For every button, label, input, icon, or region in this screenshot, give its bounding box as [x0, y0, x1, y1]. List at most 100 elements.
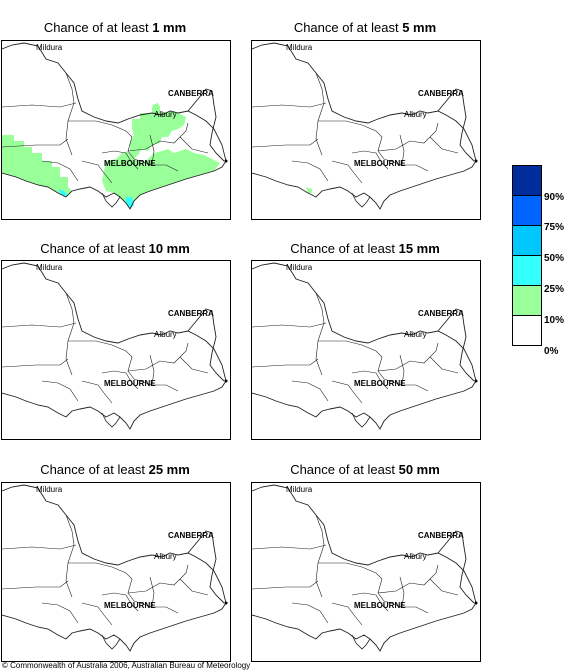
panel-title-50mm: Chance of at least 50 mm: [290, 462, 440, 477]
rain-probability-area: [130, 107, 186, 159]
rain-probability-area: [152, 103, 160, 109]
district-boundary: [149, 134, 155, 166]
district-boundary: [133, 158, 179, 172]
district-boundary: [429, 136, 459, 154]
rain-probability-area: [2, 135, 72, 197]
district-boundary: [41, 602, 79, 624]
district-boundary: [127, 122, 189, 152]
legend-label-50: 50%: [544, 253, 565, 264]
district-boundary: [2, 102, 77, 108]
legend-swatch-90: [512, 165, 542, 195]
map-5mm: Mildura CANBERRA Albury MELBOURNE: [251, 40, 481, 220]
map-1mm: Mildura CANBERRA Albury MELBOURNE: [1, 40, 231, 220]
gabo-island-marker: [224, 159, 228, 163]
legend-label-0: 0%: [544, 346, 559, 357]
city-label-melbourne: MELBOURNE: [354, 159, 406, 168]
district-boundary: [383, 600, 429, 614]
city-label-albury: Albury: [404, 110, 427, 119]
city-label-melbourne: MELBOURNE: [104, 159, 156, 168]
nsw-coast: [437, 308, 475, 382]
district-boundary: [2, 544, 77, 550]
port-phillip-bay: [351, 192, 371, 208]
district-boundary: [351, 370, 389, 390]
city-label-albury: Albury: [404, 552, 427, 561]
district-boundary: [291, 380, 329, 402]
district-boundary: [383, 378, 429, 392]
legend-swatch-75: [512, 195, 542, 225]
city-label-mildura: Mildura: [286, 263, 313, 272]
nsw-coast: [437, 530, 475, 604]
district-boundary: [133, 600, 179, 614]
district-boundary: [252, 322, 327, 328]
legend-label-25: 25%: [544, 284, 565, 295]
legend-swatch-25: [512, 255, 542, 285]
city-label-canberra: CANBERRA: [168, 531, 214, 540]
gabo-island-marker: [474, 379, 478, 383]
legend-label-10: 10%: [544, 315, 565, 326]
district-boundary: [2, 138, 69, 148]
district-boundary: [68, 340, 135, 380]
panel-title-25mm: Chance of at least 25 mm: [40, 462, 190, 477]
legend-label-75: 75%: [544, 222, 565, 233]
district-boundary: [429, 356, 459, 374]
map-50mm: Mildura CANBERRA Albury MELBOURNE: [251, 482, 481, 662]
district-boundary: [291, 602, 329, 624]
probability-legend: [512, 165, 542, 346]
gabo-island-marker: [474, 601, 478, 605]
rain-probability-area: [102, 149, 220, 209]
legend-swatch-0: [512, 315, 542, 346]
district-boundary: [2, 322, 77, 328]
city-label-albury: Albury: [404, 330, 427, 339]
map-25mm: Mildura CANBERRA Albury MELBOURNE: [1, 482, 231, 662]
nsw-coast: [437, 88, 475, 162]
district-boundary: [101, 592, 139, 612]
city-label-melbourne: MELBOURNE: [354, 601, 406, 610]
district-boundary: [179, 356, 209, 374]
district-boundary: [318, 562, 385, 602]
district-boundary: [101, 370, 139, 390]
nsw-coast: [187, 530, 225, 604]
district-boundary: [68, 562, 135, 602]
rain-probability-area: [58, 189, 68, 197]
district-boundary: [179, 578, 209, 596]
nsw-coast: [187, 88, 225, 162]
legend-swatch-10: [512, 285, 542, 315]
district-boundary: [65, 514, 75, 598]
district-boundary: [127, 342, 189, 372]
state-border: [2, 262, 227, 430]
port-phillip-bay: [351, 412, 371, 428]
map-10mm: Mildura CANBERRA Albury MELBOURNE: [1, 260, 231, 440]
district-boundary: [81, 160, 113, 184]
district-boundary: [41, 160, 79, 182]
city-label-mildura: Mildura: [36, 43, 63, 52]
district-boundary: [252, 358, 319, 368]
map-15mm: Mildura CANBERRA Albury MELBOURNE: [251, 260, 481, 440]
city-label-albury: Albury: [154, 330, 177, 339]
state-border: [2, 42, 227, 210]
city-label-canberra: CANBERRA: [418, 309, 464, 318]
district-boundary: [399, 134, 405, 166]
district-boundary: [318, 120, 385, 160]
state-border: [252, 484, 477, 652]
rain-probability-area: [306, 187, 312, 193]
legend-swatch-50: [512, 225, 542, 255]
district-boundary: [127, 564, 189, 594]
panel-title-5mm: Chance of at least 5 mm: [293, 20, 437, 35]
copyright-notice: © Commonwealth of Australia 2006, Austra…: [2, 661, 251, 670]
gabo-island-marker: [474, 159, 478, 163]
district-boundary: [65, 72, 75, 156]
district-boundary: [315, 514, 325, 598]
city-label-albury: Albury: [154, 552, 177, 561]
city-label-canberra: CANBERRA: [418, 89, 464, 98]
panel-title-15mm: Chance of at least 15 mm: [290, 241, 440, 256]
district-boundary: [291, 160, 329, 182]
state-border: [2, 484, 227, 652]
district-boundary: [315, 72, 325, 156]
district-boundary: [377, 122, 439, 152]
district-boundary: [252, 138, 319, 148]
city-label-mildura: Mildura: [286, 485, 313, 494]
district-boundary: [2, 580, 69, 590]
state-border: [252, 262, 477, 430]
district-boundary: [81, 380, 113, 404]
district-boundary: [41, 380, 79, 402]
